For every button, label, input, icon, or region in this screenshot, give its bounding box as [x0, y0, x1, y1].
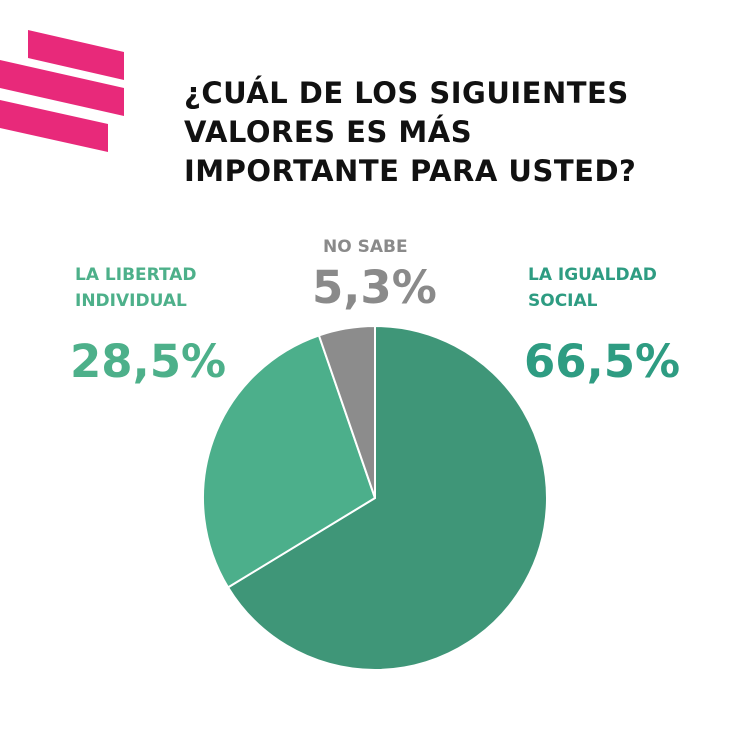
chart-title: ¿CUÁL DE LOS SIGUIENTES VALORES ES MÁS I…: [184, 74, 704, 191]
label-igualdad-name-line1: LA IGUALDAD: [528, 265, 657, 285]
pie-slice-libertad-individual: [202, 334, 376, 589]
logo-stripe-2: [0, 60, 124, 116]
label-igualdad-name: LA IGUALDAD SOCIAL: [528, 262, 657, 314]
label-libertad-name-line2: INDIVIDUAL: [75, 291, 187, 311]
pie-slice-igualdad-social: [227, 325, 548, 671]
label-no-sabe-name: NO SABE: [323, 237, 408, 257]
label-no-sabe-value: 5,3%: [312, 261, 437, 314]
chart-title-line: VALORES ES MÁS: [184, 115, 473, 149]
logo-stripe-3: [0, 100, 108, 152]
label-libertad-name: LA LIBERTAD INDIVIDUAL: [75, 262, 255, 314]
chart-title-line: ¿CUÁL DE LOS SIGUIENTES: [184, 76, 629, 110]
label-libertad-name-line1: LA LIBERTAD: [75, 265, 197, 285]
chart-title-line: IMPORTANTE PARA USTED?: [184, 154, 637, 188]
label-igualdad-value: 66,5%: [524, 335, 681, 388]
logo-stripe-1: [28, 30, 124, 80]
label-igualdad-name-line2: SOCIAL: [528, 291, 598, 311]
label-libertad-value: 28,5%: [70, 335, 227, 388]
pie-chart: [202, 325, 548, 671]
brand-logo-icon: [0, 30, 124, 152]
pie-slice-no-sabe: [317, 325, 376, 499]
